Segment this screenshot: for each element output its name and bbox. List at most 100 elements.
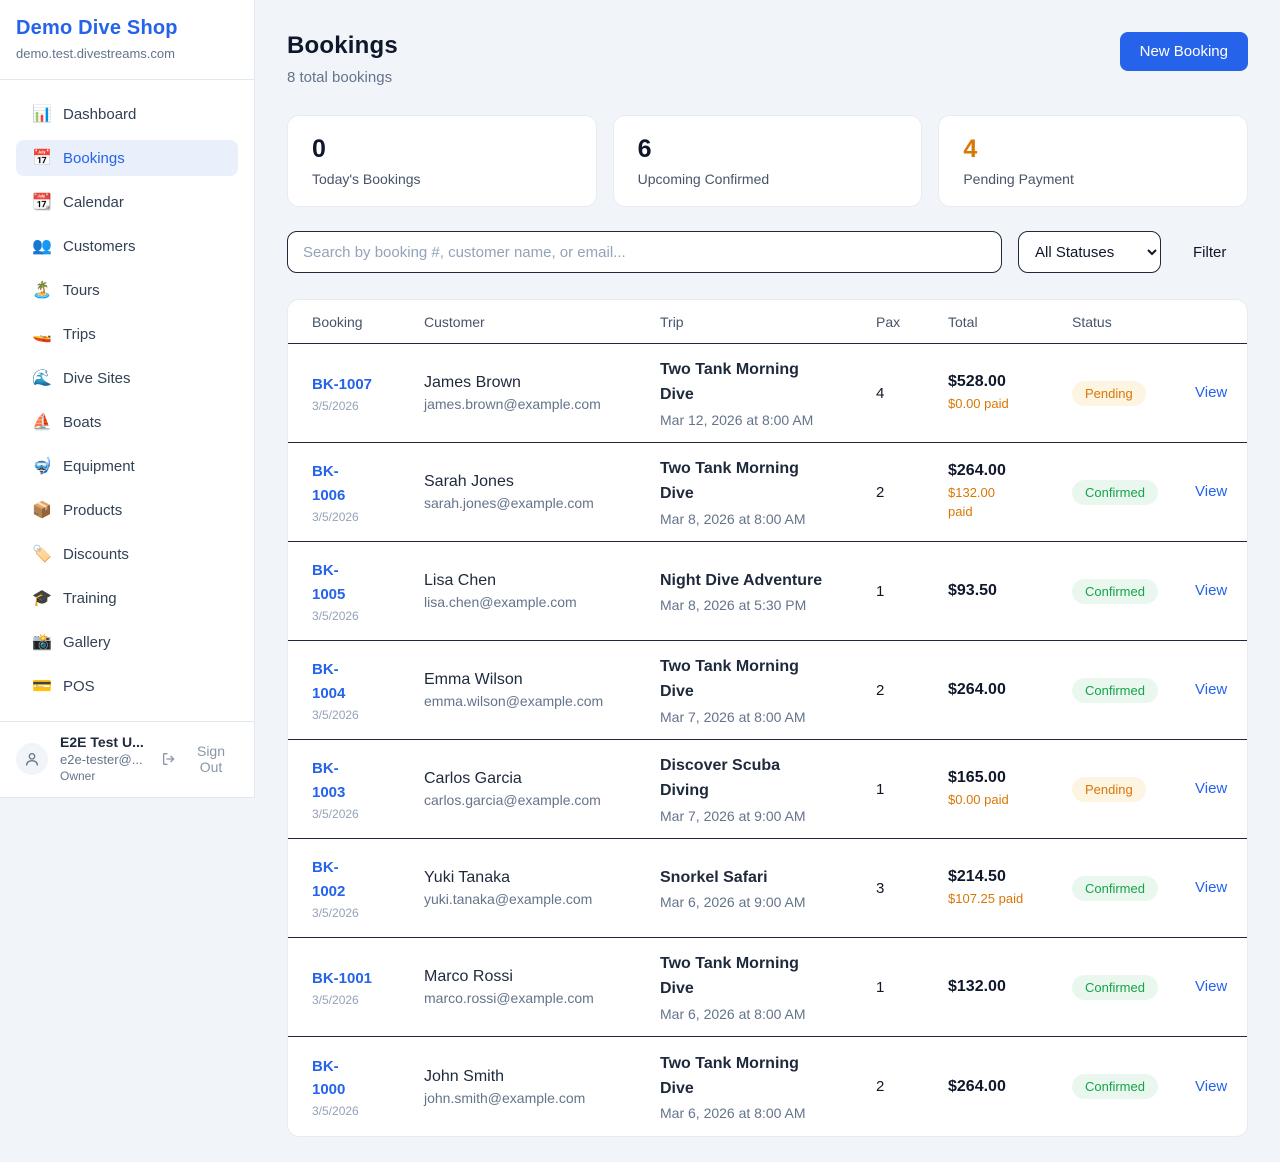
paid-amount: $0.00 paid [948, 395, 1009, 411]
booking-id-link[interactable]: BK- 1004 [312, 661, 346, 702]
new-booking-button[interactable]: New Booking [1119, 32, 1248, 71]
trip-name: Night Dive Adventure [660, 571, 823, 589]
total-amount: $165.00 [948, 768, 1006, 786]
table-row: BK- 1004 3/5/2026 Emma Wilson emma.wilso… [288, 641, 1247, 740]
sidebar-item-discounts[interactable]: 🏷️ Discounts [32, 544, 129, 563]
booking-date: 3/5/2026 [312, 707, 359, 722]
brand-name[interactable]: Demo Dive Shop [16, 17, 178, 39]
customer-email: john.smith@example.com [424, 1089, 586, 1106]
sidebar-item-gallery[interactable]: 📸 Gallery [32, 632, 111, 651]
user-info: E2E Test U... e2e-tester@... Owner [60, 734, 161, 783]
booking-id-link[interactable]: BK- 1003 [312, 760, 346, 801]
booking-id-link[interactable]: BK-1007 [312, 375, 373, 393]
pax-count: 1 [876, 780, 885, 798]
total-amount: $264.00 [948, 462, 1006, 480]
booking-date: 3/5/2026 [312, 509, 359, 524]
view-link[interactable]: View [1195, 681, 1228, 698]
booking-id-link[interactable]: BK- 1002 [312, 859, 346, 900]
pax-count: 2 [876, 681, 885, 699]
pax-count: 1 [876, 582, 885, 600]
sidebar-item-bookings[interactable]: 📅 Bookings [16, 140, 238, 176]
booking-id-link[interactable]: BK- 1006 [312, 463, 346, 504]
stat-value: 6 [637, 135, 652, 163]
view-link[interactable]: View [1195, 1077, 1228, 1095]
sidebar-item-training[interactable]: 🎓 Training [32, 588, 117, 607]
trip-datetime: Mar 12, 2026 at 8:00 AM [660, 411, 814, 428]
search-input[interactable] [287, 231, 1002, 273]
table-row: BK- 1005 3/5/2026 Lisa Chen lisa.chen@ex… [288, 542, 1247, 641]
page-header: Bookings 8 total bookings New Booking [287, 32, 1248, 86]
customer-name: Carlos Garcia [424, 770, 522, 787]
calendar-date-icon: 📅 [32, 148, 52, 167]
sidebar-item-dive-sites[interactable]: 🌊 Dive Sites [32, 368, 131, 387]
package-icon: 📦 [32, 500, 52, 519]
sidebar-item-tours[interactable]: 🏝️ Tours [32, 280, 100, 299]
customer-name: Marco Rossi [424, 968, 513, 985]
status-badge: Pending [1072, 380, 1146, 406]
sidebar-item-pos[interactable]: 💳 POS [32, 676, 95, 695]
sidebar-item-products[interactable]: 📦 Products [32, 500, 123, 519]
sidebar-item-boats[interactable]: ⛵ Boats [32, 412, 102, 431]
view-link[interactable]: View [1195, 582, 1228, 599]
sign-out-button[interactable]: Sign Out [161, 743, 238, 775]
view-link[interactable]: View [1195, 780, 1228, 797]
customer-email: emma.wilson@example.com [424, 693, 604, 709]
trip-name: Two Tank Morning Dive [660, 955, 799, 997]
paid-amount: $0.00 paid [948, 791, 1009, 807]
booking-date: 3/5/2026 [312, 608, 359, 623]
view-link[interactable]: View [1195, 384, 1228, 401]
paid-amount: $132.00 paid [948, 485, 995, 519]
pax-count: 4 [876, 384, 885, 402]
customer-email: yuki.tanaka@example.com [424, 891, 593, 907]
total-amount: $93.50 [948, 582, 997, 599]
total-amount: $528.00 [948, 372, 1006, 390]
tear-off-calendar-icon: 📆 [32, 192, 52, 211]
trip-datetime: Mar 7, 2026 at 8:00 AM [660, 708, 806, 725]
view-link[interactable]: View [1195, 978, 1228, 995]
sidebar-item-dashboard[interactable]: 📊 Dashboard [32, 104, 137, 123]
status-filter-select[interactable]: All Statuses [1018, 231, 1161, 273]
sidebar-item-trips[interactable]: 🚤 Trips [32, 324, 96, 343]
stat-label: Upcoming Confirmed [637, 171, 770, 187]
user-name: E2E Test U... [60, 734, 144, 750]
view-link[interactable]: View [1195, 879, 1228, 896]
customer-name: Yuki Tanaka [424, 869, 510, 886]
stat-value: 0 [312, 135, 326, 163]
column-header-total: Total [948, 313, 978, 330]
total-amount: $264.00 [948, 1077, 1006, 1095]
table-row: BK-1001 3/5/2026 Marco Rossi marco.rossi… [288, 938, 1247, 1037]
stat-card: 4 Pending Payment [938, 115, 1248, 207]
table-row: BK- 1000 3/5/2026 John Smith john.smith@… [288, 1037, 1247, 1136]
booking-id-link[interactable]: BK-1001 [312, 969, 373, 987]
page-subtitle: 8 total bookings [287, 69, 393, 86]
status-badge: Confirmed [1072, 479, 1158, 505]
graduation-cap-icon: 🎓 [32, 588, 52, 607]
logout-icon [163, 752, 175, 765]
stat-label: Today's Bookings [312, 171, 421, 187]
sidebar-item-equipment[interactable]: 🤿 Equipment [32, 456, 135, 475]
trip-name: Discover Scuba Diving [660, 757, 781, 799]
booking-id-link[interactable]: BK- 1005 [312, 562, 346, 603]
booking-id-link[interactable]: BK- 1000 [312, 1057, 346, 1098]
stat-card: 6 Upcoming Confirmed [612, 115, 923, 207]
main-content: Bookings 8 total bookings New Booking 0 … [255, 0, 1280, 1162]
column-header-booking: Booking [312, 313, 363, 330]
brand-subdomain: demo.test.divestreams.com [16, 46, 175, 61]
trip-datetime: Mar 8, 2026 at 5:30 PM [660, 597, 807, 614]
stat-value: 4 [963, 135, 978, 163]
booking-date: 3/5/2026 [312, 905, 359, 920]
avatar [16, 742, 48, 775]
view-link[interactable]: View [1195, 483, 1228, 500]
customer-name: Emma Wilson [424, 671, 523, 688]
pax-count: 1 [876, 978, 885, 996]
trip-datetime: Mar 8, 2026 at 8:00 AM [660, 510, 806, 527]
user-role: Owner [60, 769, 96, 783]
table-row: BK- 1003 3/5/2026 Carlos Garcia carlos.g… [288, 740, 1247, 839]
user-icon [26, 752, 38, 766]
status-badge: Confirmed [1072, 974, 1158, 1000]
filter-button[interactable]: Filter [1177, 244, 1242, 261]
sidebar-item-customers[interactable]: 👥 Customers [32, 236, 136, 255]
customer-email: marco.rossi@example.com [424, 990, 594, 1006]
sidebar-item-calendar[interactable]: 📆 Calendar [32, 192, 124, 211]
island-icon: 🏝️ [32, 280, 52, 299]
